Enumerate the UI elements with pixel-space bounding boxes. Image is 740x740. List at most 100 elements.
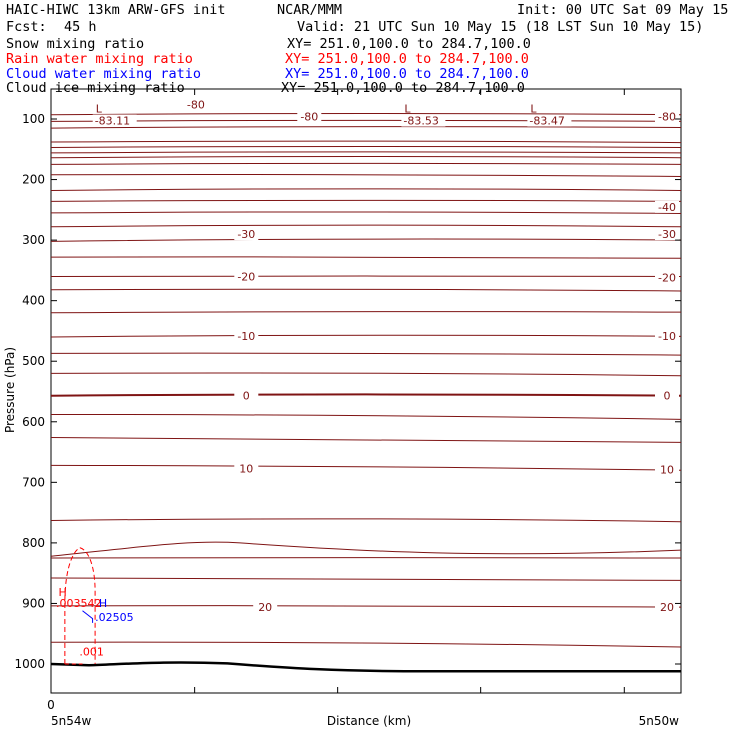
low-marker: L	[404, 103, 411, 116]
isotherm-line	[50, 256, 682, 259]
y-tick-label: 400	[22, 294, 45, 308]
isotherm-line	[50, 174, 682, 178]
isotherm-line	[50, 162, 682, 165]
low-value: -83.53	[403, 115, 438, 128]
isotherm-line	[50, 541, 682, 557]
isotherm-lines	[50, 112, 682, 648]
isotherm-line	[50, 126, 682, 129]
y-axis-title: Pressure (hPa)	[3, 347, 17, 433]
isotherm-label-bg	[234, 462, 259, 475]
field-name-cloudwater: Cloud water mixing ratio	[6, 66, 202, 82]
y-tick-label: 100	[22, 112, 45, 126]
y-tick-label: 200	[22, 173, 45, 187]
isotherm-line	[50, 145, 682, 148]
isotherm-label: 0	[243, 390, 250, 403]
rain-water-contour-line	[64, 547, 96, 664]
isotherm-label-bg	[655, 601, 679, 614]
y-tick-label: 300	[22, 233, 45, 247]
isotherm-label-bg	[655, 463, 679, 476]
isotherm-label-bg	[655, 200, 679, 213]
isotherm-line	[50, 352, 682, 356]
isotherm-line	[50, 393, 682, 397]
isotherm-label: 10	[660, 464, 674, 477]
isotherm-label: 10	[239, 462, 253, 475]
field-xy-cloudwater: XY= 251.0,100.0 to 284.7,100.0	[285, 66, 529, 82]
fcst-value: 45 h	[64, 19, 97, 35]
isotherm-label-bg	[234, 389, 259, 402]
isotherm-label: -10	[658, 330, 676, 343]
isotherm-line	[50, 188, 682, 191]
field-xy-rain: XY= 251.0,100.0 to 284.7,100.0	[285, 51, 529, 67]
x-zero-label: 0	[47, 698, 55, 712]
field-name-rain: Rain water mixing ratio	[6, 51, 193, 67]
isotherm-label-bg	[234, 329, 259, 342]
isotherm-line	[50, 518, 682, 523]
extrema-label-bg	[527, 114, 572, 127]
x-axis-title: Distance (km)	[327, 714, 411, 728]
isotherm-line	[50, 140, 682, 144]
isotherm-label-bg	[253, 601, 278, 614]
isotherm-line	[50, 112, 682, 116]
fcst-label: Fcst:	[6, 19, 47, 35]
low-marker: L	[530, 103, 537, 116]
isotherm-line	[50, 605, 682, 608]
isotherm-line	[50, 437, 682, 443]
rain-max-marker: H	[59, 586, 67, 599]
isotherm-label-bg	[655, 271, 679, 284]
low-value: -83.47	[529, 115, 564, 128]
isotherm-label: -80	[300, 111, 318, 124]
cloudwater-max-marker: H	[99, 597, 107, 610]
isotherm-label: -20	[237, 270, 255, 283]
contour-labels: -80 -80 -80 -40 -30 -30 -20 -20 -10 -10 0 0 10 10 20 20…	[56, 98, 679, 659]
isotherm-line	[50, 119, 682, 122]
rain-contour-label: .001	[79, 646, 104, 659]
isotherm-label-bg	[655, 228, 679, 241]
isotherm-line	[50, 334, 682, 338]
isotherm-line	[50, 414, 682, 420]
isotherm-label-bg	[234, 228, 259, 241]
isotherm-label: 0	[664, 390, 671, 403]
y-tick-label: 500	[22, 354, 45, 368]
y-tick-label: 1000	[14, 657, 45, 671]
terrain-profile	[50, 661, 681, 673]
isotherm-line	[50, 238, 682, 242]
y-tick-label: 900	[22, 596, 45, 610]
isotherm-label-bg	[655, 110, 679, 123]
cloudwater-max-value: .02505	[95, 611, 134, 624]
isotherm-label: 20	[258, 601, 272, 614]
rain-max-value: .003542	[56, 597, 102, 610]
isotherm-line	[50, 372, 682, 377]
center-title: NCAR/MMM	[277, 2, 343, 18]
field-name-snow: Snow mixing ratio	[6, 36, 145, 52]
y-tick-label: 800	[22, 536, 45, 550]
valid-time: Valid: 21 UTC Sun 10 May 15 (18 LST Sun …	[297, 19, 704, 35]
cloudwater-contour	[82, 610, 94, 623]
init-time: Init: 00 UTC Sat 09 May 15	[517, 2, 729, 18]
field-name-cloudice: Cloud ice mixing ratio	[6, 80, 185, 96]
terrain-line	[50, 661, 681, 673]
isotherm-label-bg	[655, 389, 679, 402]
isotherm-line	[50, 577, 682, 581]
plot-frame	[50, 88, 682, 694]
isotherm-line	[50, 464, 682, 471]
isotherm-label: 20	[660, 601, 674, 614]
x-end-label: 5n50w	[639, 714, 680, 728]
isotherm-label: -10	[237, 330, 255, 343]
isotherm-label-bg	[655, 329, 679, 342]
isotherm-line	[50, 311, 682, 314]
isotherm-line	[50, 288, 682, 292]
field-xy-snow: XY= 251.0,100.0 to 284.7,100.0	[287, 36, 531, 52]
isotherm-line	[50, 641, 682, 648]
isotherm-label-bg	[234, 270, 259, 283]
rain-water-contour	[64, 547, 96, 665]
isotherm-line	[50, 199, 682, 202]
y-tick-label: 700	[22, 475, 45, 489]
y-tick-label: 600	[22, 415, 45, 429]
isotherm-label-bg	[297, 110, 322, 123]
isotherm-line	[50, 151, 682, 154]
isotherm-label: -40	[658, 201, 676, 214]
isotherm-label: -80	[658, 111, 676, 124]
low-value: -83.11	[95, 115, 130, 128]
